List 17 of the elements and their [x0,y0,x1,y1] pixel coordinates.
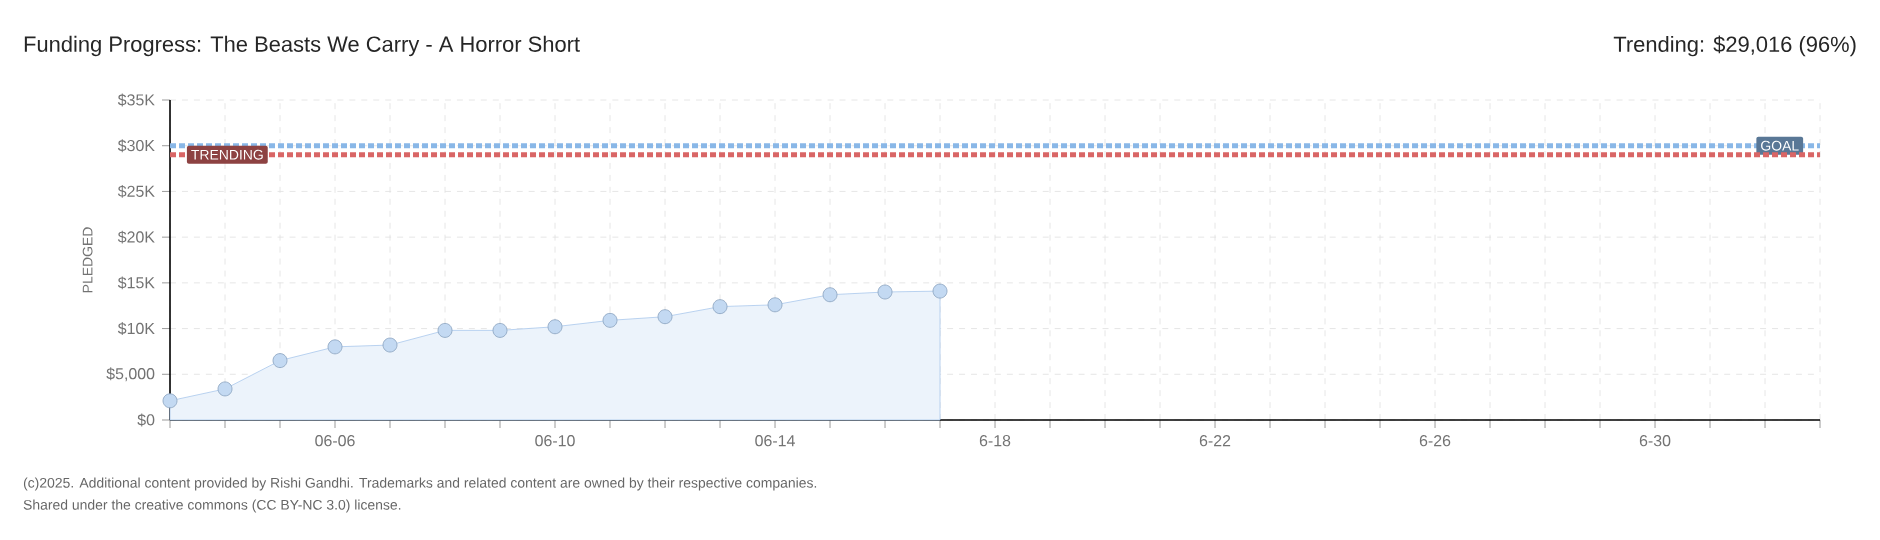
point [492,323,508,338]
point [382,337,398,353]
point [547,319,563,335]
point [712,299,728,315]
point [657,309,673,325]
point [602,312,618,328]
point [217,381,233,397]
chart-subtitle: Trending: $29,016 (96%) [1613,35,1856,57]
point [822,287,838,303]
point [272,353,288,368]
point [767,297,783,313]
chart-title: Funding Progress: The Beasts We Carry - A Horror Short [24,35,580,57]
point [877,284,893,300]
point [437,323,453,338]
point [932,283,948,299]
point [327,339,343,355]
point [162,393,178,409]
